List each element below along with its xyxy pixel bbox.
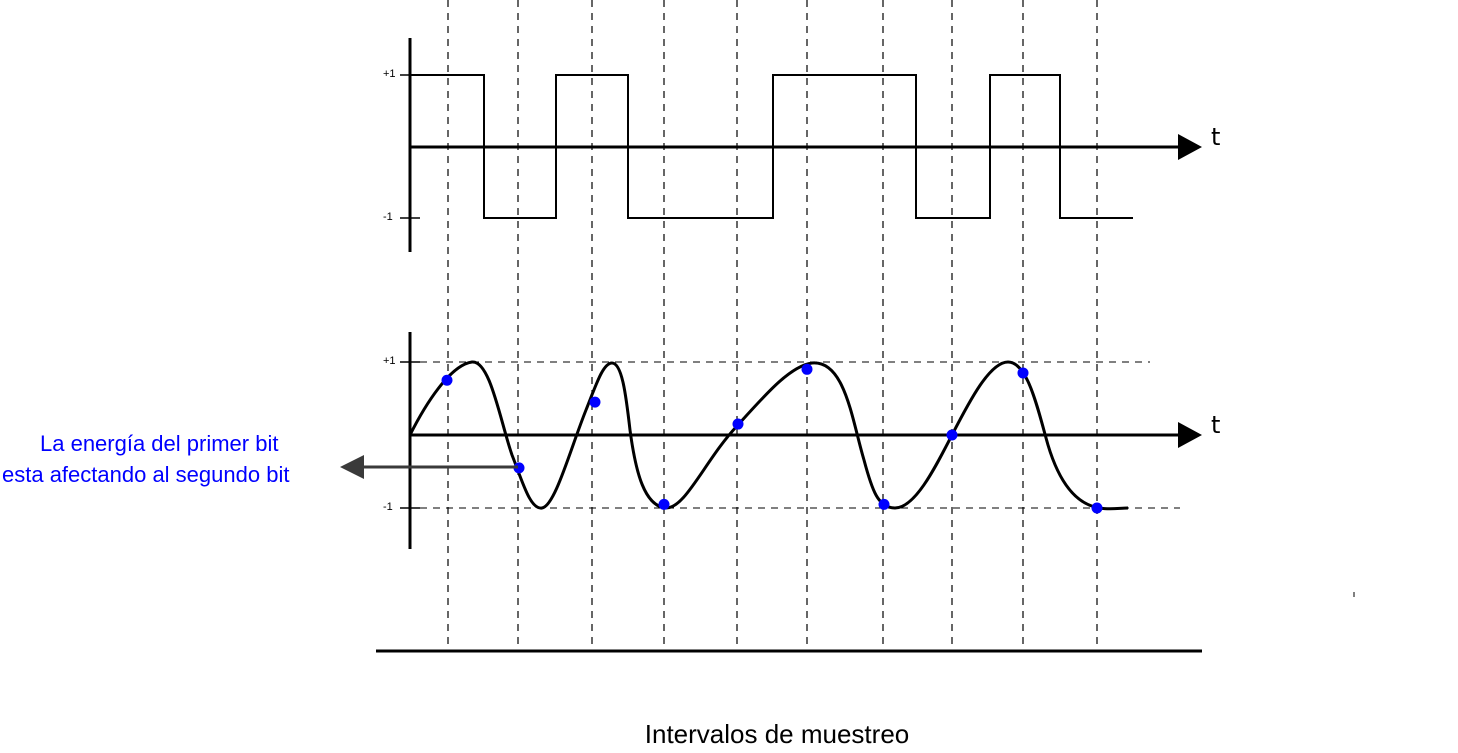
annotation-line-2: esta afectando al segundo bit bbox=[2, 462, 289, 487]
isi-annotation: La energía del primer bit esta afectando… bbox=[2, 431, 518, 487]
bottom-signal-panel: +1 -1 t bbox=[383, 332, 1220, 549]
sample-point bbox=[801, 363, 813, 375]
sample-point bbox=[878, 498, 890, 510]
top-y-label-plus1: +1 bbox=[383, 68, 396, 80]
sample-point bbox=[589, 396, 601, 408]
top-signal-panel: +1 -1 t bbox=[383, 38, 1220, 252]
annotation-line-1: La energía del primer bit bbox=[40, 431, 278, 456]
sampling-guide-lines bbox=[447, 0, 1098, 651]
sample-point bbox=[946, 429, 958, 441]
annotation-arrowhead bbox=[340, 455, 364, 479]
bottom-time-arrowhead bbox=[1178, 422, 1202, 448]
top-y-label-minus1: -1 bbox=[383, 211, 393, 223]
sample-point bbox=[441, 374, 453, 386]
caption: Intervalos de muestreo bbox=[645, 719, 909, 749]
sample-point bbox=[1091, 502, 1103, 514]
top-time-arrowhead bbox=[1178, 134, 1202, 160]
bottom-time-label: t bbox=[1211, 411, 1220, 439]
bottom-y-label-minus1: -1 bbox=[383, 501, 393, 513]
sample-point bbox=[1017, 367, 1029, 379]
square-wave-signal bbox=[410, 74, 1133, 219]
sample-points bbox=[441, 363, 1103, 514]
top-time-label: t bbox=[1211, 123, 1220, 151]
sample-point bbox=[658, 498, 670, 510]
sample-point bbox=[732, 418, 744, 430]
sample-point bbox=[513, 462, 525, 474]
bottom-y-label-plus1: +1 bbox=[383, 355, 396, 367]
